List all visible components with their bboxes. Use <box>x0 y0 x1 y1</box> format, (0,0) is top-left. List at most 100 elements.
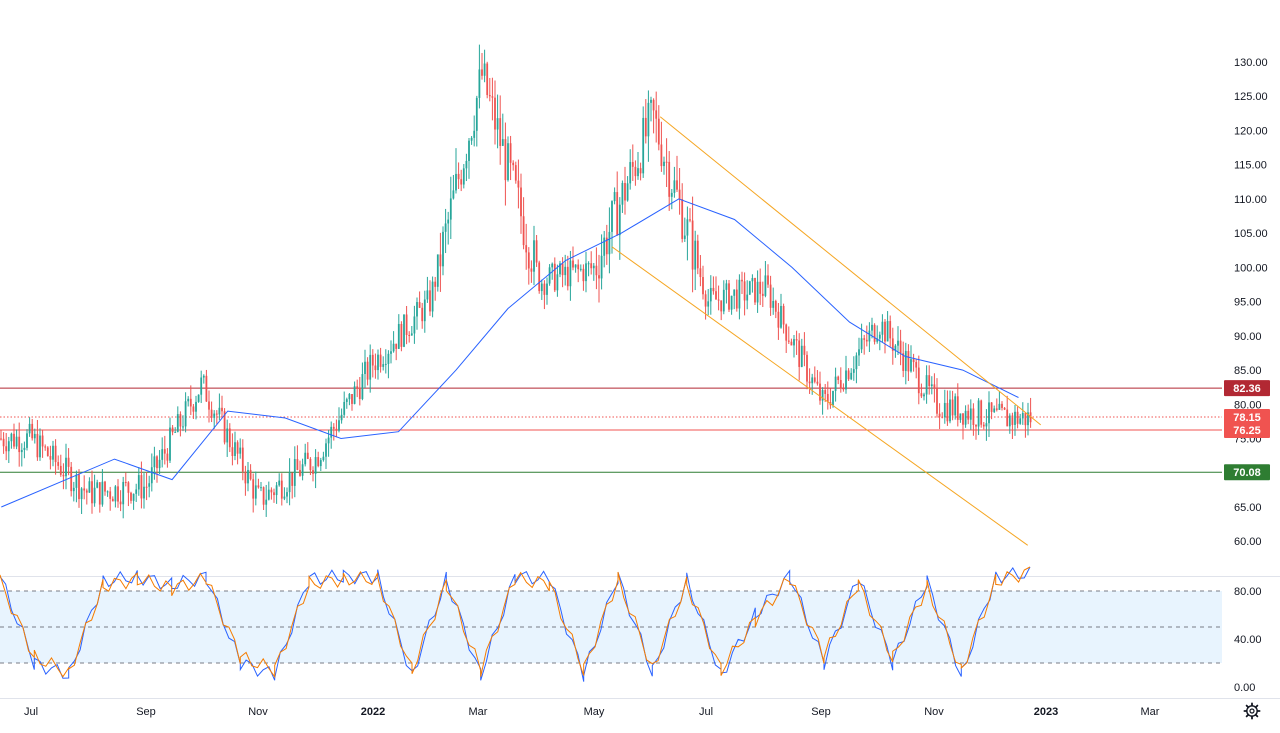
candle-body <box>468 140 470 161</box>
candle-body <box>1021 412 1024 419</box>
candle-body <box>234 442 236 456</box>
candle-body <box>514 165 517 181</box>
candle-body <box>985 423 988 427</box>
candle-body <box>917 367 920 394</box>
price-tag-box <box>1224 380 1270 397</box>
candle-body <box>327 437 330 444</box>
candle-body <box>465 160 468 169</box>
candle-body <box>119 501 122 505</box>
candle-body <box>202 375 205 378</box>
candle-body <box>54 445 57 463</box>
axis-layer: 130.00 125.00 120.00 115.00 110.00 105.00 100.… <box>24 57 1268 718</box>
candle-body <box>371 354 374 366</box>
candle-body <box>247 469 249 484</box>
candle-body <box>143 486 145 499</box>
x-tick-label: Nov <box>924 706 944 718</box>
candle-body <box>889 321 892 339</box>
candle-body <box>280 480 283 499</box>
candle-body <box>631 162 634 167</box>
candle-body <box>712 287 715 292</box>
candle-body <box>920 393 923 397</box>
candle-body <box>681 199 684 239</box>
candle-body <box>925 375 928 395</box>
candle-body <box>494 97 496 130</box>
candle-body <box>449 198 452 220</box>
candle-body <box>7 441 10 452</box>
candle-body <box>673 180 676 193</box>
candle-body <box>200 377 203 395</box>
candle-body <box>403 314 405 347</box>
candle-body <box>377 354 379 371</box>
candle-body <box>904 351 907 371</box>
candle-body <box>988 402 990 424</box>
candle-body <box>582 268 585 282</box>
candle-body <box>652 99 655 111</box>
x-tick-label: Jul <box>24 706 38 718</box>
candle-body <box>678 189 681 200</box>
candle-body <box>358 388 361 399</box>
candle-body <box>860 338 863 350</box>
candle-body <box>954 396 957 416</box>
candle-body <box>998 403 1001 410</box>
candle-body <box>512 162 515 166</box>
candle-body <box>556 274 559 291</box>
candle-body <box>111 498 114 502</box>
candle-body <box>148 483 151 487</box>
gear-icon[interactable] <box>1243 702 1261 720</box>
candle-body <box>936 387 938 414</box>
candle-body <box>743 281 746 301</box>
candle-body <box>20 449 23 453</box>
x-tick-label: Sep <box>136 706 156 718</box>
candle-body <box>174 431 177 433</box>
candle-body <box>1011 415 1014 425</box>
stochastic-tick-label: 80.00 <box>1234 586 1262 598</box>
candle-body <box>85 490 88 493</box>
candle-body <box>374 365 377 371</box>
candle-body <box>49 456 52 460</box>
candle-body <box>312 470 314 474</box>
candle-body <box>1019 418 1022 424</box>
candle-body <box>488 95 491 97</box>
candle-body <box>98 482 101 505</box>
candle-body <box>57 462 60 466</box>
candle-body <box>270 489 273 493</box>
candle-body <box>408 334 411 336</box>
candle-body <box>36 433 39 458</box>
candle-body <box>665 161 668 163</box>
candle-body <box>894 345 897 351</box>
candle-body <box>923 394 925 397</box>
y-tick-label: 85.00 <box>1234 365 1262 377</box>
candle-body <box>444 223 447 232</box>
candle-body <box>668 161 671 197</box>
candle-body <box>288 472 291 493</box>
candle-body <box>161 449 164 460</box>
candle-body <box>31 423 34 439</box>
candle-body <box>637 168 639 177</box>
candle-body <box>803 345 806 355</box>
candle-body <box>304 452 307 465</box>
candle-body <box>91 481 93 504</box>
candle-body <box>340 414 343 421</box>
candle-body <box>236 442 239 454</box>
candle-body <box>416 302 418 317</box>
separator-layer <box>0 576 1280 699</box>
candle-body <box>1001 403 1003 408</box>
candle-body <box>650 99 652 103</box>
candle-body <box>946 402 949 422</box>
candle-body <box>106 491 109 493</box>
candle-body <box>873 324 876 342</box>
candle-body <box>189 398 192 407</box>
candle-body <box>5 446 8 452</box>
candle-body <box>426 290 429 300</box>
candle-body <box>868 330 871 342</box>
candle-body <box>608 231 611 255</box>
candle-body <box>967 410 970 420</box>
candle-body <box>439 254 442 267</box>
y-tick-label: 80.00 <box>1234 399 1262 411</box>
y-tick-label: 115.00 <box>1234 160 1267 172</box>
candle-body <box>699 268 702 278</box>
candle-body <box>410 333 413 336</box>
candle-body <box>603 237 606 256</box>
candle-body <box>182 426 184 428</box>
